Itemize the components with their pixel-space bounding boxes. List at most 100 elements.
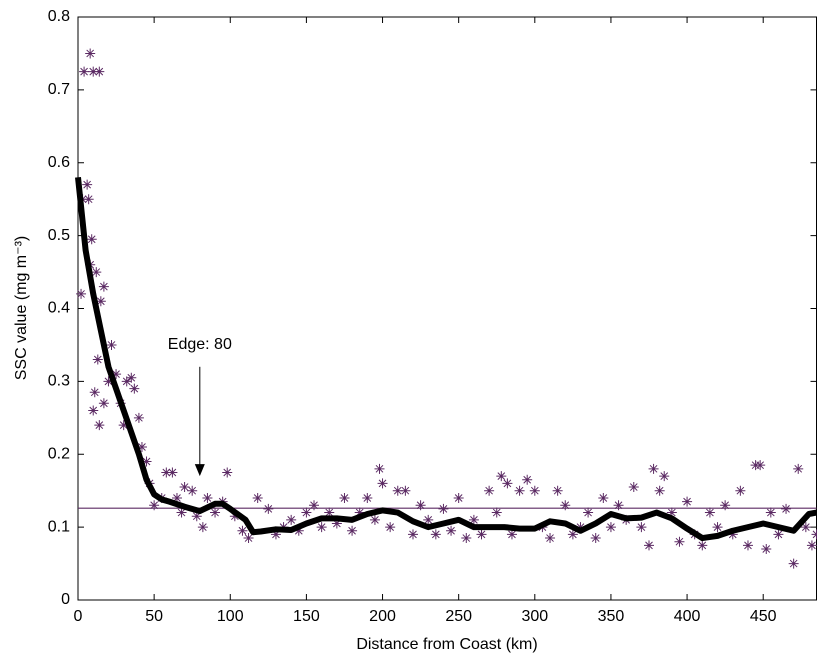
scatter-point — [362, 492, 373, 503]
scatter-point — [800, 522, 811, 533]
scatter-point — [98, 398, 109, 409]
scatter-point — [400, 485, 411, 496]
scatter-point — [191, 511, 202, 522]
smoothed-line — [75, 177, 817, 542]
scatter-point — [674, 536, 685, 547]
scatter-point — [222, 467, 233, 478]
x-tick-label: 250 — [445, 608, 472, 625]
x-tick-label: 300 — [521, 608, 548, 625]
scatter-point — [644, 540, 655, 551]
scatter-point — [171, 492, 182, 503]
scatter-point — [179, 482, 190, 493]
scatter-point — [735, 485, 746, 496]
scatter-point — [202, 492, 213, 503]
scatter-point — [89, 387, 100, 398]
scatter-point — [806, 540, 817, 551]
scatter-point — [106, 339, 117, 350]
scatter-point — [293, 525, 304, 536]
y-tick-label: 0.7 — [48, 81, 70, 98]
scatter-point — [781, 503, 792, 514]
scatter-point — [682, 496, 693, 507]
x-tick-label: 150 — [293, 608, 320, 625]
scatter-point — [496, 471, 507, 482]
scatter-point — [659, 471, 670, 482]
scatter-point — [133, 412, 144, 423]
scatter-point — [415, 500, 426, 511]
scatter-point — [92, 354, 103, 365]
scatter-point — [377, 478, 388, 489]
y-tick-label: 0.6 — [48, 154, 70, 171]
y-tick-label: 0.1 — [48, 518, 70, 535]
scatter-point — [476, 529, 487, 540]
scatter-point — [506, 529, 517, 540]
scatter-point — [339, 492, 350, 503]
y-tick-label: 0 — [61, 591, 70, 608]
y-axis-label: SSC value (mg m⁻³) — [13, 236, 30, 380]
scatter-point — [374, 463, 385, 474]
scatter-point — [545, 533, 556, 544]
scatter-point — [129, 383, 140, 394]
scatter-point — [98, 281, 109, 292]
scatter-point — [468, 514, 479, 525]
scatter-point — [502, 478, 513, 489]
scatter-point — [161, 467, 172, 478]
scatter-point — [438, 503, 449, 514]
scatter-point — [94, 420, 105, 431]
scatter-point — [243, 533, 254, 544]
scatter-point — [354, 507, 365, 518]
scatter-point — [136, 441, 147, 452]
scatter-point — [324, 507, 335, 518]
scatter-point — [712, 522, 723, 533]
scatter-point — [773, 529, 784, 540]
scatter-point — [118, 420, 129, 431]
scatter-point — [126, 372, 137, 383]
scatter-point — [727, 529, 738, 540]
scatter-point — [697, 540, 708, 551]
scatter-point — [76, 288, 87, 299]
scatter-point — [423, 514, 434, 525]
scatter-point — [461, 533, 472, 544]
y-tick-label: 0.5 — [48, 227, 70, 244]
annotation-arrowhead — [194, 464, 205, 477]
scatter-point — [176, 507, 187, 518]
scatter-point — [79, 66, 90, 77]
scatter-point — [575, 522, 586, 533]
scatter-point — [309, 500, 320, 511]
scatter-point — [149, 500, 160, 511]
scatter-point — [613, 500, 624, 511]
x-tick-label: 0 — [74, 608, 83, 625]
scatter-point — [167, 467, 178, 478]
scatter-point — [301, 507, 312, 518]
scatter-point — [567, 529, 578, 540]
scatter-point — [252, 492, 263, 503]
scatter-point — [529, 485, 540, 496]
y-tick-label: 0.2 — [48, 445, 70, 462]
scatter-point — [666, 507, 677, 518]
scatter-point — [369, 514, 380, 525]
scatter-point — [270, 529, 281, 540]
scatter-point — [111, 369, 122, 380]
scatter-point — [392, 485, 403, 496]
scatter-point — [755, 460, 766, 471]
scatter-point — [636, 522, 647, 533]
y-tick-label: 0.8 — [48, 8, 70, 25]
x-tick-label: 50 — [145, 608, 163, 625]
scatter-point — [453, 492, 464, 503]
annotation-label: Edge: 80 — [168, 336, 232, 353]
scatter-point — [583, 507, 594, 518]
scatter-point — [446, 525, 457, 536]
x-tick-label: 450 — [750, 608, 777, 625]
scatter-point — [88, 66, 99, 77]
scatter-point — [141, 456, 152, 467]
scatter-point — [720, 500, 731, 511]
scatter-point — [197, 522, 208, 533]
scatter-point — [331, 518, 342, 529]
scatter-point — [210, 507, 221, 518]
scatter-point — [86, 234, 97, 245]
scatter-point — [590, 533, 601, 544]
scatter-point — [654, 485, 665, 496]
scatter-point — [88, 405, 99, 416]
scatter-point — [522, 474, 533, 485]
